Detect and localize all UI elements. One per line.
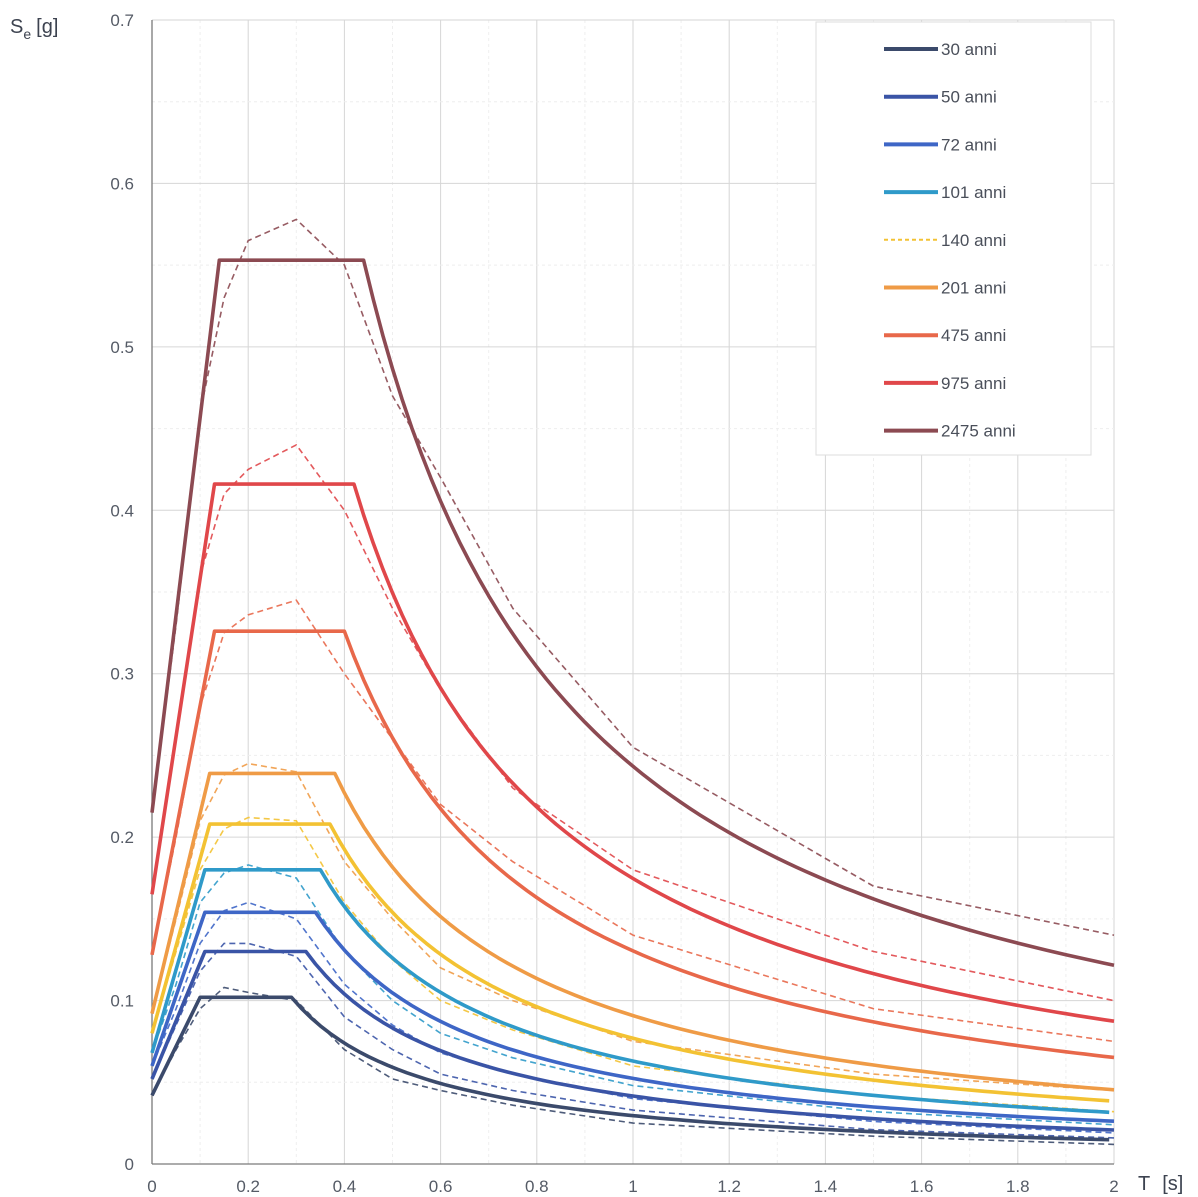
legend-label: 72 anni xyxy=(941,135,997,154)
y-axis-unit: [g] xyxy=(36,16,58,38)
x-tick-label: 1.6 xyxy=(910,1177,934,1196)
y-axis-title: Se [g] xyxy=(10,16,58,42)
y-tick-label: 0.5 xyxy=(110,338,134,357)
series-line-6 xyxy=(150,629,1115,1060)
x-axis-unit: [s] xyxy=(1162,1173,1183,1195)
x-tick-label: 0.8 xyxy=(525,1177,549,1196)
x-tick-label: 0.2 xyxy=(236,1177,260,1196)
series-line-1 xyxy=(150,949,1115,1132)
legend-label: 975 anni xyxy=(941,374,1006,393)
solid-series-group xyxy=(150,258,1115,1142)
legend-label: 50 anni xyxy=(941,88,997,107)
series-line-8 xyxy=(150,258,1115,967)
y-axis-label: S xyxy=(10,16,23,38)
legend-label: 2475 anni xyxy=(941,422,1016,441)
legend-label: 475 anni xyxy=(941,326,1006,345)
series-line-7 xyxy=(150,482,1115,1023)
series-dashed-line-1 xyxy=(151,942,1115,1139)
legend-label: 140 anni xyxy=(941,231,1006,250)
x-axis-title: T [s] xyxy=(1138,1173,1183,1195)
x-tick-label: 1.2 xyxy=(717,1177,741,1196)
y-tick-label: 0 xyxy=(125,1155,134,1174)
series-dashed-line-4 xyxy=(151,816,1115,1113)
plot-area xyxy=(150,218,1115,1146)
x-tick-label: 0.6 xyxy=(429,1177,453,1196)
series-line-4 xyxy=(150,822,1110,1103)
series-line-3 xyxy=(150,868,1110,1115)
x-axis-label: T xyxy=(1138,1173,1150,1195)
x-tick-label: 0 xyxy=(147,1177,156,1196)
grid xyxy=(151,19,1115,1165)
legend-label: 201 anni xyxy=(941,279,1006,298)
y-tick-label: 0.1 xyxy=(110,992,134,1011)
x-tick-labels: 0 0.2 0.4 0.6 0.8 1 1.2 1.4 1.6 1.8 2 xyxy=(147,1177,1118,1196)
series-dashed-line-3 xyxy=(151,864,1115,1126)
x-tick-label: 1.4 xyxy=(814,1177,838,1196)
series-line-5 xyxy=(150,771,1115,1092)
x-tick-label: 1 xyxy=(628,1177,637,1196)
y-axis-label-subscript: e xyxy=(23,26,31,42)
y-tick-label: 0.4 xyxy=(110,501,134,520)
series-line-2 xyxy=(150,910,1115,1123)
y-tick-label: 0.6 xyxy=(110,174,134,193)
series-dashed-line-2 xyxy=(151,901,1115,1134)
x-tick-label: 0.4 xyxy=(333,1177,357,1196)
legend-label: 30 anni xyxy=(941,40,997,59)
axes xyxy=(151,20,1114,1165)
series-line-0 xyxy=(150,995,1110,1142)
series-dashed-line-0 xyxy=(151,986,1115,1146)
x-tick-label: 2 xyxy=(1109,1177,1118,1196)
y-tick-label: 0.2 xyxy=(110,828,134,847)
legend-label: 101 anni xyxy=(941,183,1006,202)
y-tick-labels: 0 0.1 0.2 0.3 0.4 0.5 0.6 0.7 xyxy=(110,11,134,1174)
y-tick-label: 0.3 xyxy=(110,665,134,684)
y-tick-label: 0.7 xyxy=(110,11,134,30)
x-tick-label: 1.8 xyxy=(1006,1177,1030,1196)
legend-box xyxy=(815,21,1092,456)
legend: 30 anni 50 anni 72 anni 101 anni 140 anni 201… xyxy=(815,21,1092,456)
